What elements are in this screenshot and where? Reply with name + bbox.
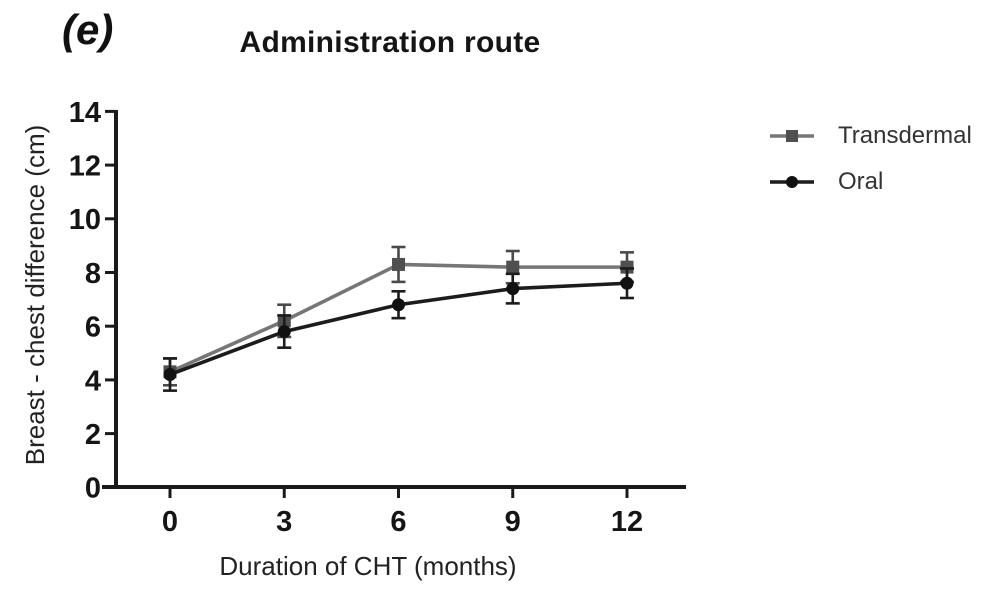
svg-text:8: 8 xyxy=(85,258,101,290)
svg-text:0: 0 xyxy=(162,506,178,538)
svg-text:3: 3 xyxy=(276,506,292,538)
legend-label-transdermal: Transdermal xyxy=(838,122,972,149)
data-series xyxy=(163,245,634,392)
transdermal-square-marker-icon xyxy=(770,130,814,142)
legend-item-oral: Oral xyxy=(770,168,972,196)
svg-text:6: 6 xyxy=(85,312,101,344)
oral-circle-marker-icon xyxy=(770,176,814,188)
svg-text:12: 12 xyxy=(611,506,643,538)
axes: 0 2 4 6 8 10 12 14 0 3 6 9 12 xyxy=(69,97,686,538)
svg-text:10: 10 xyxy=(69,204,101,236)
legend: Transdermal Oral xyxy=(770,122,972,196)
legend-item-transdermal: Transdermal xyxy=(770,122,972,150)
svg-text:9: 9 xyxy=(505,506,521,538)
x-axis-label: Duration of CHT (months) xyxy=(219,551,516,581)
svg-text:4: 4 xyxy=(85,365,101,397)
svg-text:14: 14 xyxy=(69,97,101,129)
svg-text:6: 6 xyxy=(390,506,406,538)
panel-label: (e) xyxy=(62,6,114,53)
svg-text:0: 0 xyxy=(85,473,101,505)
y-axis-label: Breast - chest difference (cm) xyxy=(20,125,50,466)
svg-text:12: 12 xyxy=(69,151,101,183)
svg-text:2: 2 xyxy=(85,419,101,451)
chart-title: Administration route xyxy=(239,26,541,59)
legend-label-oral: Oral xyxy=(838,168,884,195)
